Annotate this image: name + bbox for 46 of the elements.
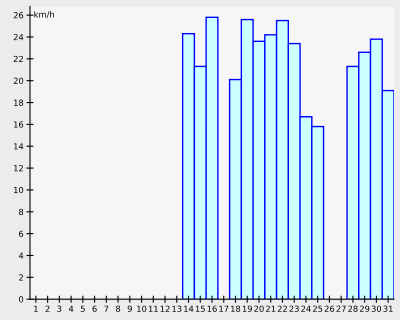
x-tick-label: 6 xyxy=(92,306,97,312)
x-tick-label: 15 xyxy=(196,306,205,312)
x-tick-label: 30 xyxy=(372,306,382,312)
y-tick-label: 0 xyxy=(18,296,24,302)
x-tick-label: 9 xyxy=(128,306,132,312)
x-tick-label: 20 xyxy=(254,306,264,312)
y-tick-label: 10 xyxy=(14,186,24,194)
x-tick-label: 26 xyxy=(324,306,334,312)
x-tick-label: 19 xyxy=(242,306,252,312)
x-tick-label: 18 xyxy=(231,306,240,312)
y-tick-label: 24 xyxy=(14,34,24,40)
x-tick-label: 29 xyxy=(360,306,370,312)
x-tick-label: 23 xyxy=(290,306,299,312)
x-tick-label: 27 xyxy=(336,306,346,312)
x-tick-label: 12 xyxy=(160,306,170,312)
x-tick-label: 31 xyxy=(383,306,393,312)
x-tick-label: 2 xyxy=(46,306,50,312)
x-tick-label: 4 xyxy=(68,306,74,312)
x-tick-label: 11 xyxy=(148,306,158,312)
x-tick-label: 16 xyxy=(208,306,217,312)
y-tick-label: 20 xyxy=(14,78,24,84)
x-tick-label: 22 xyxy=(278,306,287,312)
x-tick-label: 17 xyxy=(219,306,228,312)
x-tick-label: 10 xyxy=(137,306,146,312)
x-tick-label: 25 xyxy=(312,306,322,312)
x-tick-label: 24 xyxy=(301,306,311,312)
x-tick-label: 28 xyxy=(348,306,358,312)
x-tick-label: 8 xyxy=(116,306,120,312)
y-tick-label: 16 xyxy=(14,121,24,128)
y-tick-label: 22 xyxy=(14,56,23,62)
y-tick-label: 4 xyxy=(18,252,24,259)
x-tick-label: 7 xyxy=(104,306,108,312)
x-tick-label: 13 xyxy=(172,306,182,312)
x-tick-label: 1 xyxy=(34,306,38,312)
y-tick-label: 8 xyxy=(19,208,24,216)
x-tick-label: 3 xyxy=(57,306,62,312)
y-tick-label: 26 xyxy=(14,12,24,18)
x-tick-label: 21 xyxy=(266,306,276,312)
y-tick-label: 14 xyxy=(14,143,24,150)
x-tick-label: 14 xyxy=(184,306,194,312)
y-tick-label: 12 xyxy=(14,165,23,172)
y-axis-title: km/h xyxy=(34,11,54,18)
x-tick-label: 5 xyxy=(80,306,85,312)
y-tick-label: 6 xyxy=(19,230,24,237)
y-tick-label: 18 xyxy=(14,100,24,106)
y-tick-label: 2 xyxy=(19,274,23,281)
